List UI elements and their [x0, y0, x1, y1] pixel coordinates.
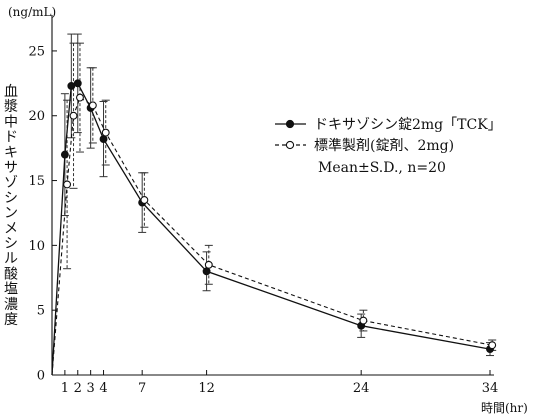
- y-axis-label-char: 血: [4, 84, 18, 100]
- x-axis-label: 時間(hr): [481, 401, 528, 415]
- y-axis-label-char: シ: [4, 236, 18, 252]
- y-axis-label-char: メ: [4, 221, 18, 237]
- series-line-tck: [51, 82, 491, 376]
- x-tick-label: 4: [99, 381, 107, 396]
- y-axis-label-char: 中: [4, 114, 18, 130]
- y-tick-label: 0: [37, 369, 45, 384]
- annotation-mean-sd: Mean±S.D., n=20: [318, 160, 446, 176]
- y-axis-label-char: 塩: [4, 282, 18, 298]
- y-axis-label-char: 度: [4, 312, 18, 328]
- y-axis-label-char: ゾ: [4, 175, 18, 191]
- y-tick-label: 5: [37, 304, 45, 319]
- y-tick-label: 15: [28, 174, 45, 189]
- y-axis-label-char: ン: [4, 206, 18, 222]
- x-tick-label: 1: [61, 381, 69, 396]
- x-tick-label: 12: [198, 381, 215, 396]
- legend-marker-tck: [285, 119, 295, 129]
- data-point-standard: [204, 260, 213, 269]
- data-point-standard: [63, 180, 72, 189]
- y-tick-label: 10: [28, 239, 45, 254]
- x-tick-label: 24: [353, 381, 370, 396]
- data-point-tck: [67, 81, 76, 90]
- data-point-standard: [76, 93, 84, 102]
- y-axis-label-char: 酸: [4, 266, 18, 282]
- x-tick-label: 3: [87, 381, 95, 396]
- data-point-standard: [140, 196, 149, 204]
- y-unit-label: (ng/mL): [8, 5, 56, 19]
- x-tick-label: 2: [74, 381, 82, 396]
- y-axis-label-char: ド: [4, 130, 18, 146]
- y-axis-label-char: サ: [4, 160, 18, 176]
- y-axis-label-char: ル: [4, 251, 18, 267]
- x-tick-label: 7: [138, 381, 146, 396]
- y-tick-label: 20: [28, 109, 45, 124]
- data-point-standard: [101, 128, 110, 137]
- legend-marker-standard: [285, 140, 295, 150]
- legend-label-tck: ドキサゾシン錠2mg「TCK」: [314, 117, 502, 133]
- data-point-tck: [60, 150, 69, 159]
- data-point-standard: [88, 101, 97, 110]
- y-axis-label-char: キ: [4, 145, 18, 161]
- data-point-standard: [488, 341, 497, 350]
- y-axis-label-char: シ: [4, 190, 18, 206]
- y-tick-label: 25: [28, 44, 45, 59]
- data-point-standard: [359, 316, 368, 325]
- x-tick-label: 34: [482, 381, 499, 396]
- legend-label-standard: 標準製剤(錠剤、2mg): [314, 138, 454, 154]
- series-line-standard: [51, 96, 493, 376]
- data-point-standard: [69, 111, 78, 120]
- data-point-tck: [99, 135, 108, 144]
- data-point-tck: [202, 267, 211, 276]
- y-axis-label-char: 漿: [4, 99, 18, 115]
- data-point-tck: [73, 79, 82, 88]
- y-axis-label-char: 濃: [4, 297, 18, 313]
